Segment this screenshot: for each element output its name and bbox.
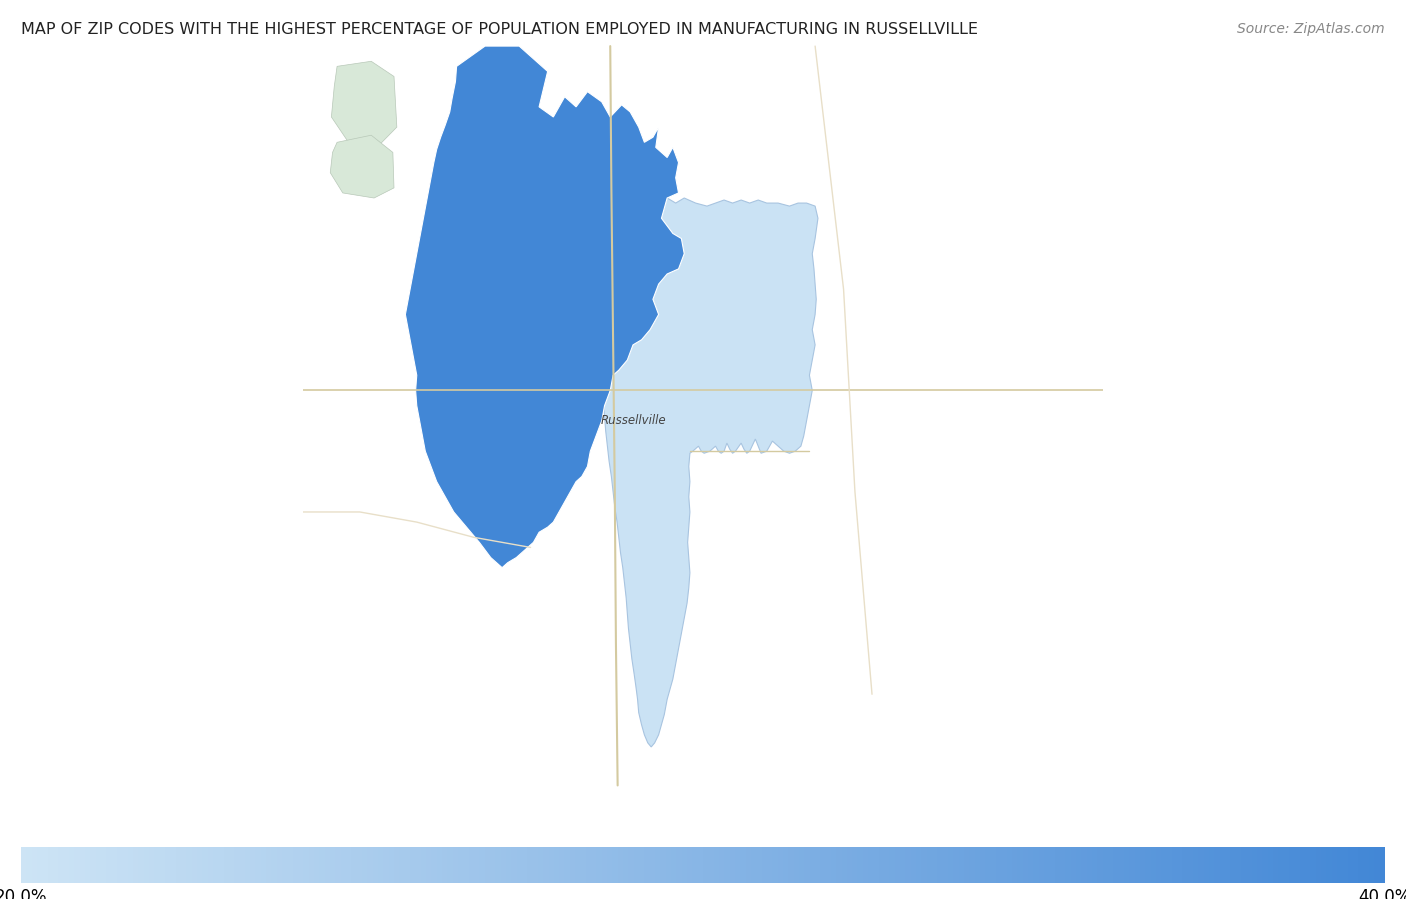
Polygon shape [405, 46, 685, 567]
Text: MAP OF ZIP CODES WITH THE HIGHEST PERCENTAGE OF POPULATION EMPLOYED IN MANUFACTU: MAP OF ZIP CODES WITH THE HIGHEST PERCEN… [21, 22, 979, 38]
Text: Source: ZipAtlas.com: Source: ZipAtlas.com [1237, 22, 1385, 37]
Polygon shape [332, 61, 396, 147]
Polygon shape [330, 135, 394, 198]
Polygon shape [589, 198, 818, 747]
Text: Russellville: Russellville [600, 414, 666, 427]
